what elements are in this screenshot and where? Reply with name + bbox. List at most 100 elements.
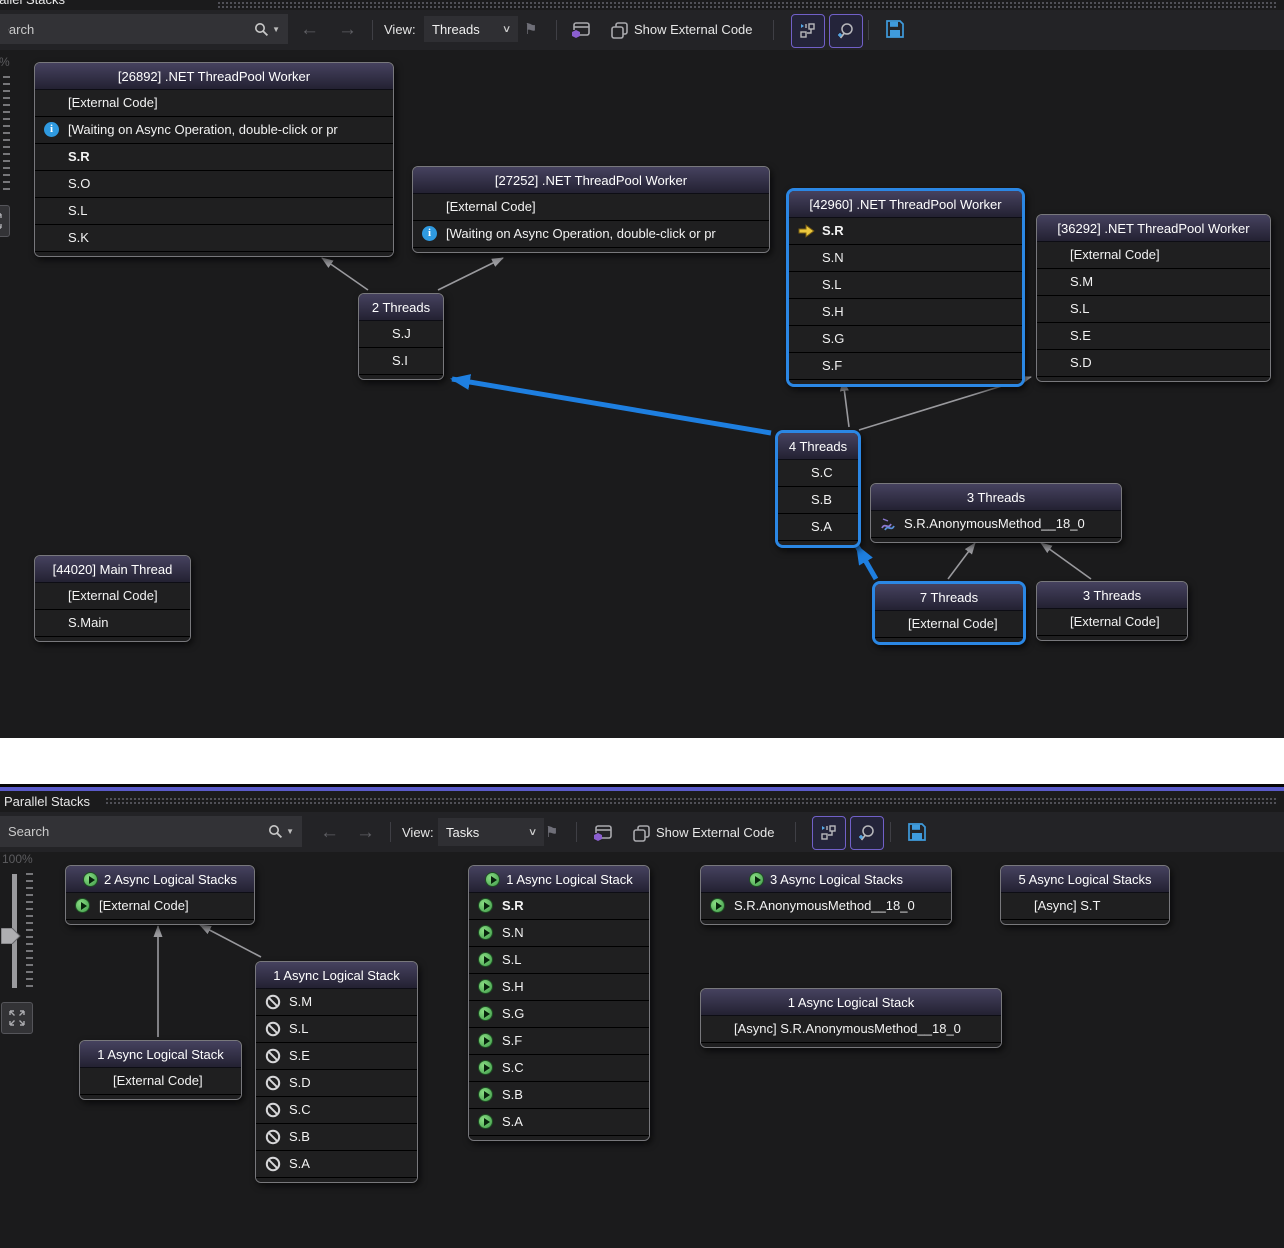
stack-node[interactable]: 1 Async Logical Stack [External Code]: [79, 1040, 242, 1100]
stack-frame-row[interactable]: S.K: [35, 225, 393, 252]
stack-frame-row[interactable]: [External Code]: [1037, 609, 1187, 636]
stack-node[interactable]: [36292] .NET ThreadPool Worker [External …: [1036, 214, 1271, 382]
stack-node[interactable]: [44020] Main Thread [External Code] S.Main: [34, 555, 191, 642]
node-header[interactable]: [36292] .NET ThreadPool Worker: [1037, 215, 1270, 242]
external-code-icon[interactable]: [608, 19, 630, 41]
stack-frame-row[interactable]: S.R: [469, 893, 649, 920]
search-box[interactable]: ▼: [0, 14, 288, 44]
auto-zoom-toggle[interactable]: [829, 14, 863, 48]
node-header[interactable]: 2 Threads: [359, 294, 443, 321]
stack-frame-row[interactable]: S.J: [359, 321, 443, 348]
node-header[interactable]: 3 Threads: [871, 484, 1121, 511]
stack-frame-row[interactable]: S.C: [469, 1055, 649, 1082]
stack-node[interactable]: 2 Async Logical Stacks [External Code]: [65, 865, 255, 925]
method-view-icon[interactable]: [592, 822, 614, 844]
stack-frame-row[interactable]: S.L: [35, 198, 393, 225]
node-header[interactable]: 1 Async Logical Stack: [701, 989, 1001, 1016]
node-header[interactable]: 5 Async Logical Stacks: [1001, 866, 1169, 893]
stack-frame-row[interactable]: S.N: [789, 245, 1022, 272]
save-icon[interactable]: [906, 821, 928, 843]
show-external-code-label[interactable]: Show External Code: [634, 22, 753, 37]
stack-frame-row[interactable]: S.B: [469, 1082, 649, 1109]
stack-frame-row[interactable]: S.R.AnonymousMethod__18_0: [871, 511, 1121, 538]
node-header[interactable]: 1 Async Logical Stack: [80, 1041, 241, 1068]
node-header[interactable]: 7 Threads: [875, 584, 1023, 611]
stack-frame-row[interactable]: S.G: [789, 326, 1022, 353]
stack-frame-row[interactable]: S.D: [256, 1070, 417, 1097]
node-header[interactable]: 1 Async Logical Stack: [469, 866, 649, 893]
show-external-code-label[interactable]: Show External Code: [656, 825, 775, 840]
stack-frame-row[interactable]: i [Waiting on Async Operation, double-cli…: [413, 221, 769, 248]
node-header[interactable]: 3 Async Logical Stacks: [701, 866, 951, 893]
stack-frame-row[interactable]: S.L: [256, 1016, 417, 1043]
stack-frame-row[interactable]: S.O: [35, 171, 393, 198]
node-header[interactable]: [26892] .NET ThreadPool Worker: [35, 63, 393, 90]
flag-filter-icon[interactable]: ⚑: [545, 824, 559, 841]
stack-node[interactable]: [26892] .NET ThreadPool Worker [External …: [34, 62, 394, 257]
stack-frame-row[interactable]: S.B: [256, 1124, 417, 1151]
stack-node[interactable]: 4 Threads S.C S.B S.A: [775, 430, 861, 548]
stack-frame-row[interactable]: [External Code]: [875, 611, 1023, 638]
view-dropdown[interactable]: Tasks ∨: [438, 818, 544, 846]
flag-filter-icon[interactable]: ⚑: [524, 21, 538, 38]
stack-frame-row[interactable]: S.B: [778, 487, 858, 514]
stack-frame-row[interactable]: S.N: [469, 920, 649, 947]
back-button[interactable]: ←: [320, 822, 339, 843]
stack-node[interactable]: 5 Async Logical Stacks [Async] S.T: [1000, 865, 1170, 925]
node-header[interactable]: [44020] Main Thread: [35, 556, 190, 583]
stack-frame-row[interactable]: S.F: [469, 1028, 649, 1055]
node-header[interactable]: [42960] .NET ThreadPool Worker: [789, 191, 1022, 218]
zoom-to-fit-button[interactable]: [0, 205, 10, 237]
stack-frame-row[interactable]: S.E: [1037, 323, 1270, 350]
stacks-view-toggle[interactable]: [791, 14, 825, 48]
zoom-to-fit-button[interactable]: [1, 1002, 33, 1034]
forward-button[interactable]: →: [356, 822, 375, 843]
stack-frame-row[interactable]: S.F: [789, 353, 1022, 380]
view-dropdown[interactable]: Threads ∨: [424, 16, 518, 42]
stack-node[interactable]: 3 Async Logical Stacks S.R.AnonymousMetho…: [700, 865, 952, 925]
stack-frame-row[interactable]: [External Code]: [35, 90, 393, 117]
stack-frame-row[interactable]: S.Main: [35, 610, 190, 637]
stack-node[interactable]: 3 Threads [External Code]: [1036, 581, 1188, 641]
node-header[interactable]: 1 Async Logical Stack: [256, 962, 417, 989]
stack-frame-row[interactable]: [External Code]: [35, 583, 190, 610]
stack-frame-row[interactable]: S.A: [469, 1109, 649, 1136]
stack-frame-row[interactable]: S.A: [778, 514, 858, 541]
stack-frame-row[interactable]: S.A: [256, 1151, 417, 1178]
external-code-icon[interactable]: [630, 822, 652, 844]
stack-frame-row[interactable]: [External Code]: [80, 1068, 241, 1095]
zoom-slider-thumb[interactable]: [1, 928, 21, 944]
stack-frame-row[interactable]: [External Code]: [66, 893, 254, 920]
stack-frame-row[interactable]: S.L: [469, 947, 649, 974]
stack-frame-row[interactable]: S.L: [789, 272, 1022, 299]
forward-button[interactable]: →: [338, 19, 357, 40]
stack-frame-row[interactable]: S.D: [1037, 350, 1270, 377]
stack-frame-row[interactable]: S.H: [469, 974, 649, 1001]
stack-frame-row[interactable]: S.H: [789, 299, 1022, 326]
stack-frame-row[interactable]: S.I: [359, 348, 443, 375]
stack-node[interactable]: 1 Async Logical Stack S.R S.N S.L S.H S.G S.F S…: [468, 865, 650, 1141]
auto-zoom-toggle[interactable]: [850, 816, 884, 850]
stack-node[interactable]: 3 Threads S.R.AnonymousMethod__18_0: [870, 483, 1122, 543]
node-header[interactable]: 2 Async Logical Stacks: [66, 866, 254, 893]
stack-frame-row[interactable]: S.R: [35, 144, 393, 171]
stack-node[interactable]: 2 Threads S.J S.I: [358, 293, 444, 380]
stack-frame-row[interactable]: S.R: [789, 218, 1022, 245]
stack-node[interactable]: [27252] .NET ThreadPool Worker [External …: [412, 166, 770, 253]
search-box[interactable]: ▼: [0, 816, 302, 847]
stack-frame-row[interactable]: S.C: [778, 460, 858, 487]
node-header[interactable]: 3 Threads: [1037, 582, 1187, 609]
back-button[interactable]: ←: [300, 19, 319, 40]
search-options-caret[interactable]: ▼: [272, 24, 280, 34]
stack-node[interactable]: 1 Async Logical Stack [Async] S.R.Anonymo…: [700, 988, 1002, 1048]
node-header[interactable]: 4 Threads: [778, 433, 858, 460]
stack-frame-row[interactable]: [External Code]: [1037, 242, 1270, 269]
stack-frame-row[interactable]: S.M: [1037, 269, 1270, 296]
stack-frame-row[interactable]: i [Waiting on Async Operation, double-cli…: [35, 117, 393, 144]
search-input[interactable]: [0, 14, 255, 44]
stacks-view-toggle[interactable]: [812, 816, 846, 850]
stack-frame-row[interactable]: S.G: [469, 1001, 649, 1028]
stack-frame-row[interactable]: [Async] S.R.AnonymousMethod__18_0: [701, 1016, 1001, 1043]
search-options-caret[interactable]: ▼: [286, 827, 294, 836]
node-header[interactable]: [27252] .NET ThreadPool Worker: [413, 167, 769, 194]
